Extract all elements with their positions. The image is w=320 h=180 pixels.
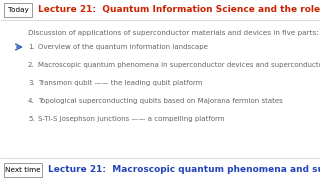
Text: 5.: 5. bbox=[28, 116, 35, 122]
Text: Overview of the quantum information landscape: Overview of the quantum information land… bbox=[38, 44, 208, 50]
Text: Today: Today bbox=[8, 7, 28, 13]
FancyBboxPatch shape bbox=[4, 163, 42, 177]
Text: Lecture 21:  Macroscopic quantum phenomena and superconductor qubits: Lecture 21: Macroscopic quantum phenomen… bbox=[48, 165, 320, 174]
FancyBboxPatch shape bbox=[4, 3, 32, 17]
Text: Next time: Next time bbox=[5, 167, 41, 173]
Text: Topological superconducting qubits based on Majorana fermion states: Topological superconducting qubits based… bbox=[38, 98, 283, 104]
Text: Macroscopic quantum phenomena in superconductor devices and superconductor qubit: Macroscopic quantum phenomena in superco… bbox=[38, 62, 320, 68]
Text: Transmon qubit —— the leading qubit platform: Transmon qubit —— the leading qubit plat… bbox=[38, 80, 202, 86]
Text: 2.: 2. bbox=[28, 62, 35, 68]
Text: S-TI-S Josephson junctions —— a compelling platform: S-TI-S Josephson junctions —— a compelli… bbox=[38, 116, 225, 122]
Text: 1.: 1. bbox=[28, 44, 35, 50]
Text: 3.: 3. bbox=[28, 80, 35, 86]
Text: 4.: 4. bbox=[28, 98, 35, 104]
Text: Lecture 21:  Quantum Information Science and the role of Superconductivity: Lecture 21: Quantum Information Science … bbox=[38, 6, 320, 15]
Text: Discussion of applications of superconductor materials and devices in five parts: Discussion of applications of supercondu… bbox=[28, 30, 319, 36]
